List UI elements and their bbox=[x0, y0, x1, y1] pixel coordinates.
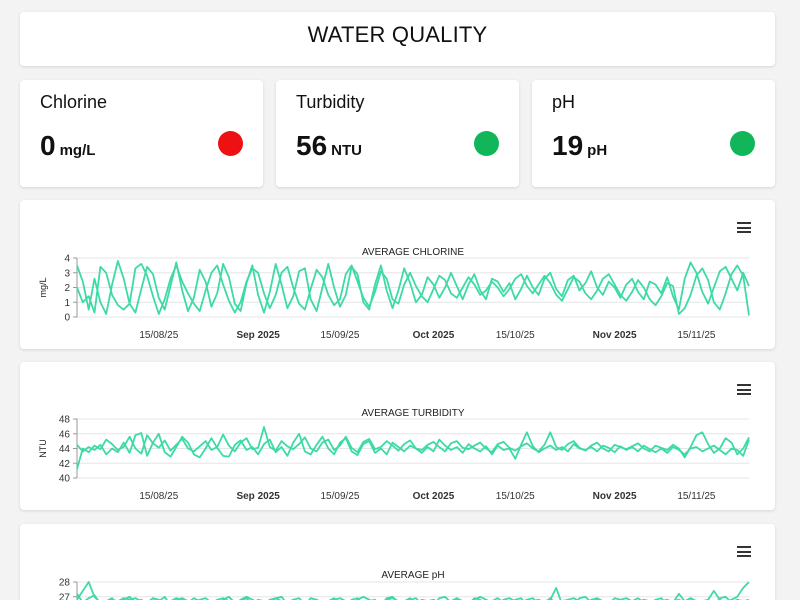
x-tick-label: 15/08/25 bbox=[139, 491, 178, 502]
y-tick-label: 2 bbox=[64, 283, 70, 294]
status-indicator-icon bbox=[218, 131, 243, 156]
turbidity-chart-card: 40 42 44 46 48 AVERAGE TURBIDITY NTU 15/08/25 Se… bbox=[20, 362, 775, 510]
ph-card: pH 19 pH bbox=[532, 80, 775, 187]
status-indicator-icon bbox=[730, 131, 755, 156]
page-title: WATER QUALITY bbox=[307, 22, 488, 47]
y-tick-label: 1 bbox=[64, 298, 70, 309]
metric-value-group: 56 NTU bbox=[296, 130, 362, 162]
series-line-1 bbox=[76, 581, 750, 600]
y-tick-label: 0 bbox=[64, 313, 70, 324]
metric-unit: mg/L bbox=[59, 142, 96, 159]
y-tick-label: 44 bbox=[59, 444, 71, 455]
chlorine-chart: 0 1 2 3 4 AVERAGE CHLORINE mg/L 15/08/25 Sep 202… bbox=[38, 247, 750, 341]
turbidity-chart: 40 42 44 46 48 AVERAGE TURBIDITY NTU 15/08/25 Se… bbox=[38, 408, 750, 502]
y-tick-label: 48 bbox=[59, 415, 71, 426]
chart-title: AVERAGE pH bbox=[381, 570, 444, 581]
metric-name: pH bbox=[552, 92, 576, 112]
turbidity-card: Turbidity 56 NTU bbox=[276, 80, 519, 187]
x-tick-label: Nov 2025 bbox=[593, 330, 637, 341]
metric-value: 56 bbox=[296, 130, 328, 161]
status-indicator-icon bbox=[474, 131, 499, 156]
hamburger-menu-icon[interactable] bbox=[737, 546, 751, 557]
metric-unit: NTU bbox=[331, 142, 362, 159]
y-tick-label: 46 bbox=[59, 429, 71, 440]
metric-value: 19 bbox=[552, 130, 584, 161]
metric-unit: pH bbox=[587, 142, 608, 159]
series-line-1 bbox=[76, 263, 750, 316]
y-tick-label: 40 bbox=[59, 474, 71, 485]
ph-chart-card: 27 28 AVERAGE pH bbox=[20, 524, 775, 600]
metric-name: Chlorine bbox=[40, 92, 108, 112]
series-line-2 bbox=[76, 431, 750, 460]
x-tick-label: 15/08/25 bbox=[139, 330, 178, 341]
chart-title: AVERAGE TURBIDITY bbox=[362, 408, 465, 419]
hamburger-menu-icon[interactable] bbox=[737, 384, 751, 395]
chlorine-chart-card: 0 1 2 3 4 AVERAGE CHLORINE mg/L 15/08/25 Sep 202… bbox=[20, 200, 775, 349]
series-line-2 bbox=[76, 260, 750, 315]
series-line-2 bbox=[76, 593, 750, 600]
x-tick-label: 15/09/25 bbox=[320, 491, 359, 502]
x-tick-label: Sep 2025 bbox=[236, 491, 280, 502]
x-tick-label: 15/09/25 bbox=[320, 330, 359, 341]
x-tick-label: Nov 2025 bbox=[593, 491, 637, 502]
chart-title: AVERAGE CHLORINE bbox=[362, 247, 464, 258]
y-axis-label: NTU bbox=[38, 439, 48, 458]
metric-value: 0 bbox=[40, 130, 56, 161]
chlorine-card: Chlorine 0 mg/L bbox=[20, 80, 263, 187]
x-tick-label: 15/11/25 bbox=[677, 491, 716, 502]
ph-chart: 27 28 AVERAGE pH bbox=[59, 570, 750, 600]
series-line-1 bbox=[76, 426, 750, 470]
page-title-card: WATER QUALITY bbox=[20, 12, 775, 66]
metric-value-group: 19 pH bbox=[552, 130, 607, 162]
hamburger-menu-icon[interactable] bbox=[737, 222, 751, 233]
x-tick-label: Oct 2025 bbox=[413, 330, 455, 341]
x-tick-label: 15/10/25 bbox=[496, 330, 535, 341]
y-tick-label: 4 bbox=[64, 254, 70, 265]
y-tick-label: 27 bbox=[59, 592, 71, 600]
y-axis-label: mg/L bbox=[38, 277, 48, 297]
x-tick-label: 15/10/25 bbox=[496, 491, 535, 502]
x-tick-label: 15/11/25 bbox=[677, 330, 716, 341]
metric-value-group: 0 mg/L bbox=[40, 130, 95, 162]
x-tick-label: Sep 2025 bbox=[236, 330, 280, 341]
y-tick-label: 28 bbox=[59, 578, 71, 589]
y-tick-label: 42 bbox=[59, 459, 71, 470]
y-tick-label: 3 bbox=[64, 268, 70, 279]
x-tick-label: Oct 2025 bbox=[413, 491, 455, 502]
metric-name: Turbidity bbox=[296, 92, 365, 112]
